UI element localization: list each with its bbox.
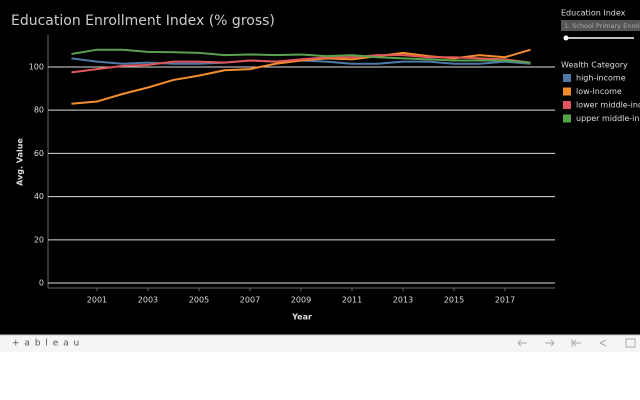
filter-value[interactable]: 1. School Primary Enrollment xyxy=(564,22,640,30)
tableau-logo[interactable]: + a b l e a u xyxy=(12,339,80,349)
legend-title: Wealth Category xyxy=(561,61,628,70)
legend-label[interactable]: high-income xyxy=(576,74,626,83)
y-tick-label: 80 xyxy=(34,106,44,115)
y-tick-label: 40 xyxy=(34,192,44,201)
revert[interactable] xyxy=(571,339,581,347)
x-tick-label: 2011 xyxy=(342,296,362,305)
legend-swatch xyxy=(563,114,571,123)
legend-label[interactable]: low-income xyxy=(576,87,622,96)
legend-swatch xyxy=(563,101,571,109)
toolbar-bg xyxy=(0,335,640,352)
y-tick-label: 20 xyxy=(34,235,44,244)
filter-dropdown[interactable] xyxy=(561,20,640,31)
undo[interactable] xyxy=(517,339,527,347)
legend-swatch xyxy=(563,87,571,96)
x-axis-title: Year xyxy=(291,313,312,322)
x-tick-label: 2017 xyxy=(495,296,515,305)
chart-title: Education Enrollment Index (% gross) xyxy=(11,13,275,29)
x-tick-label: 2005 xyxy=(189,296,209,305)
legend-label[interactable]: lower middle-income xyxy=(576,101,640,110)
x-tick-label: 2001 xyxy=(87,296,107,305)
slider-handle[interactable] xyxy=(563,35,569,41)
legend-swatch xyxy=(563,74,571,82)
series-line xyxy=(71,48,531,64)
series-line xyxy=(71,48,531,105)
y-axis-title: Avg. Value xyxy=(16,138,25,186)
toolbar-icons xyxy=(517,338,636,348)
legend-label[interactable]: upper middle-income xyxy=(576,114,640,123)
x-tick-label: 2015 xyxy=(444,296,464,305)
y-tick-label: 100 xyxy=(29,62,44,71)
redo[interactable] xyxy=(545,339,555,347)
y-tick-label: 0 xyxy=(39,279,44,288)
x-tick-label: 2007 xyxy=(240,296,260,305)
fullscreen[interactable] xyxy=(625,338,636,348)
series-line xyxy=(71,54,531,74)
x-tick-label: 2003 xyxy=(138,296,158,305)
filter-title: Education Index xyxy=(561,9,626,18)
y-tick-label: 60 xyxy=(34,149,44,158)
share[interactable] xyxy=(599,339,607,347)
x-tick-label: 2009 xyxy=(291,296,311,305)
x-tick-label: 2013 xyxy=(393,296,413,305)
